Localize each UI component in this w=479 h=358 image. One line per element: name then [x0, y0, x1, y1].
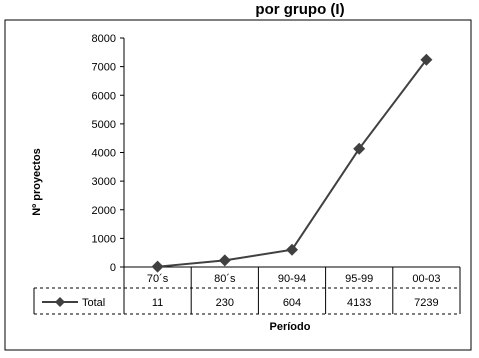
- y-ticks: 0 1000 2000 3000 4000 5000 6000 7000 8000: [92, 33, 124, 274]
- series-line: [157, 59, 428, 268]
- data-point-marker: [218, 254, 231, 267]
- data-table-value: 230: [216, 297, 234, 309]
- data-point-marker: [286, 243, 298, 256]
- y-tick-label: 6000: [92, 90, 116, 102]
- data-point-marker: [420, 53, 433, 66]
- data-table: 70´s 80´s 90-94 95-99 00-03 Total 11 230 604 4133…: [33, 267, 461, 315]
- axes: [123, 38, 460, 268]
- data-table-value: 4133: [347, 297, 371, 309]
- x-axis-label: Período: [270, 321, 311, 333]
- x-tick-label: 80´s: [214, 273, 236, 285]
- y-tick-label: 1000: [92, 233, 116, 245]
- x-tick-label: 90-94: [278, 273, 306, 285]
- data-table-value: 7239: [414, 297, 438, 309]
- y-tick-label: 2000: [92, 205, 116, 217]
- chart-frame: [4, 19, 472, 351]
- data-table-value: 11: [152, 297, 163, 309]
- data-point-marker: [151, 260, 164, 273]
- legend-marker: [55, 297, 65, 307]
- series-layer: [151, 53, 433, 273]
- y-tick-label: 7000: [92, 62, 116, 74]
- y-axis-label: Nº proyectos: [31, 148, 43, 216]
- y-tick-label: 4000: [92, 148, 116, 160]
- x-tick-label: 95-99: [345, 273, 373, 285]
- chart-title: por grupo (I): [255, 1, 344, 18]
- y-tick-label: 3000: [92, 176, 116, 188]
- x-tick-label: 70´s: [147, 273, 169, 285]
- y-tick-label: 8000: [92, 33, 116, 45]
- data-table-value: 604: [283, 297, 301, 309]
- y-tick-label: 0: [110, 262, 116, 274]
- y-tick-label: 5000: [92, 119, 116, 131]
- x-tick-label: 00-03: [412, 273, 440, 285]
- legend-label: Total: [82, 297, 105, 309]
- data-point-marker: [353, 142, 366, 155]
